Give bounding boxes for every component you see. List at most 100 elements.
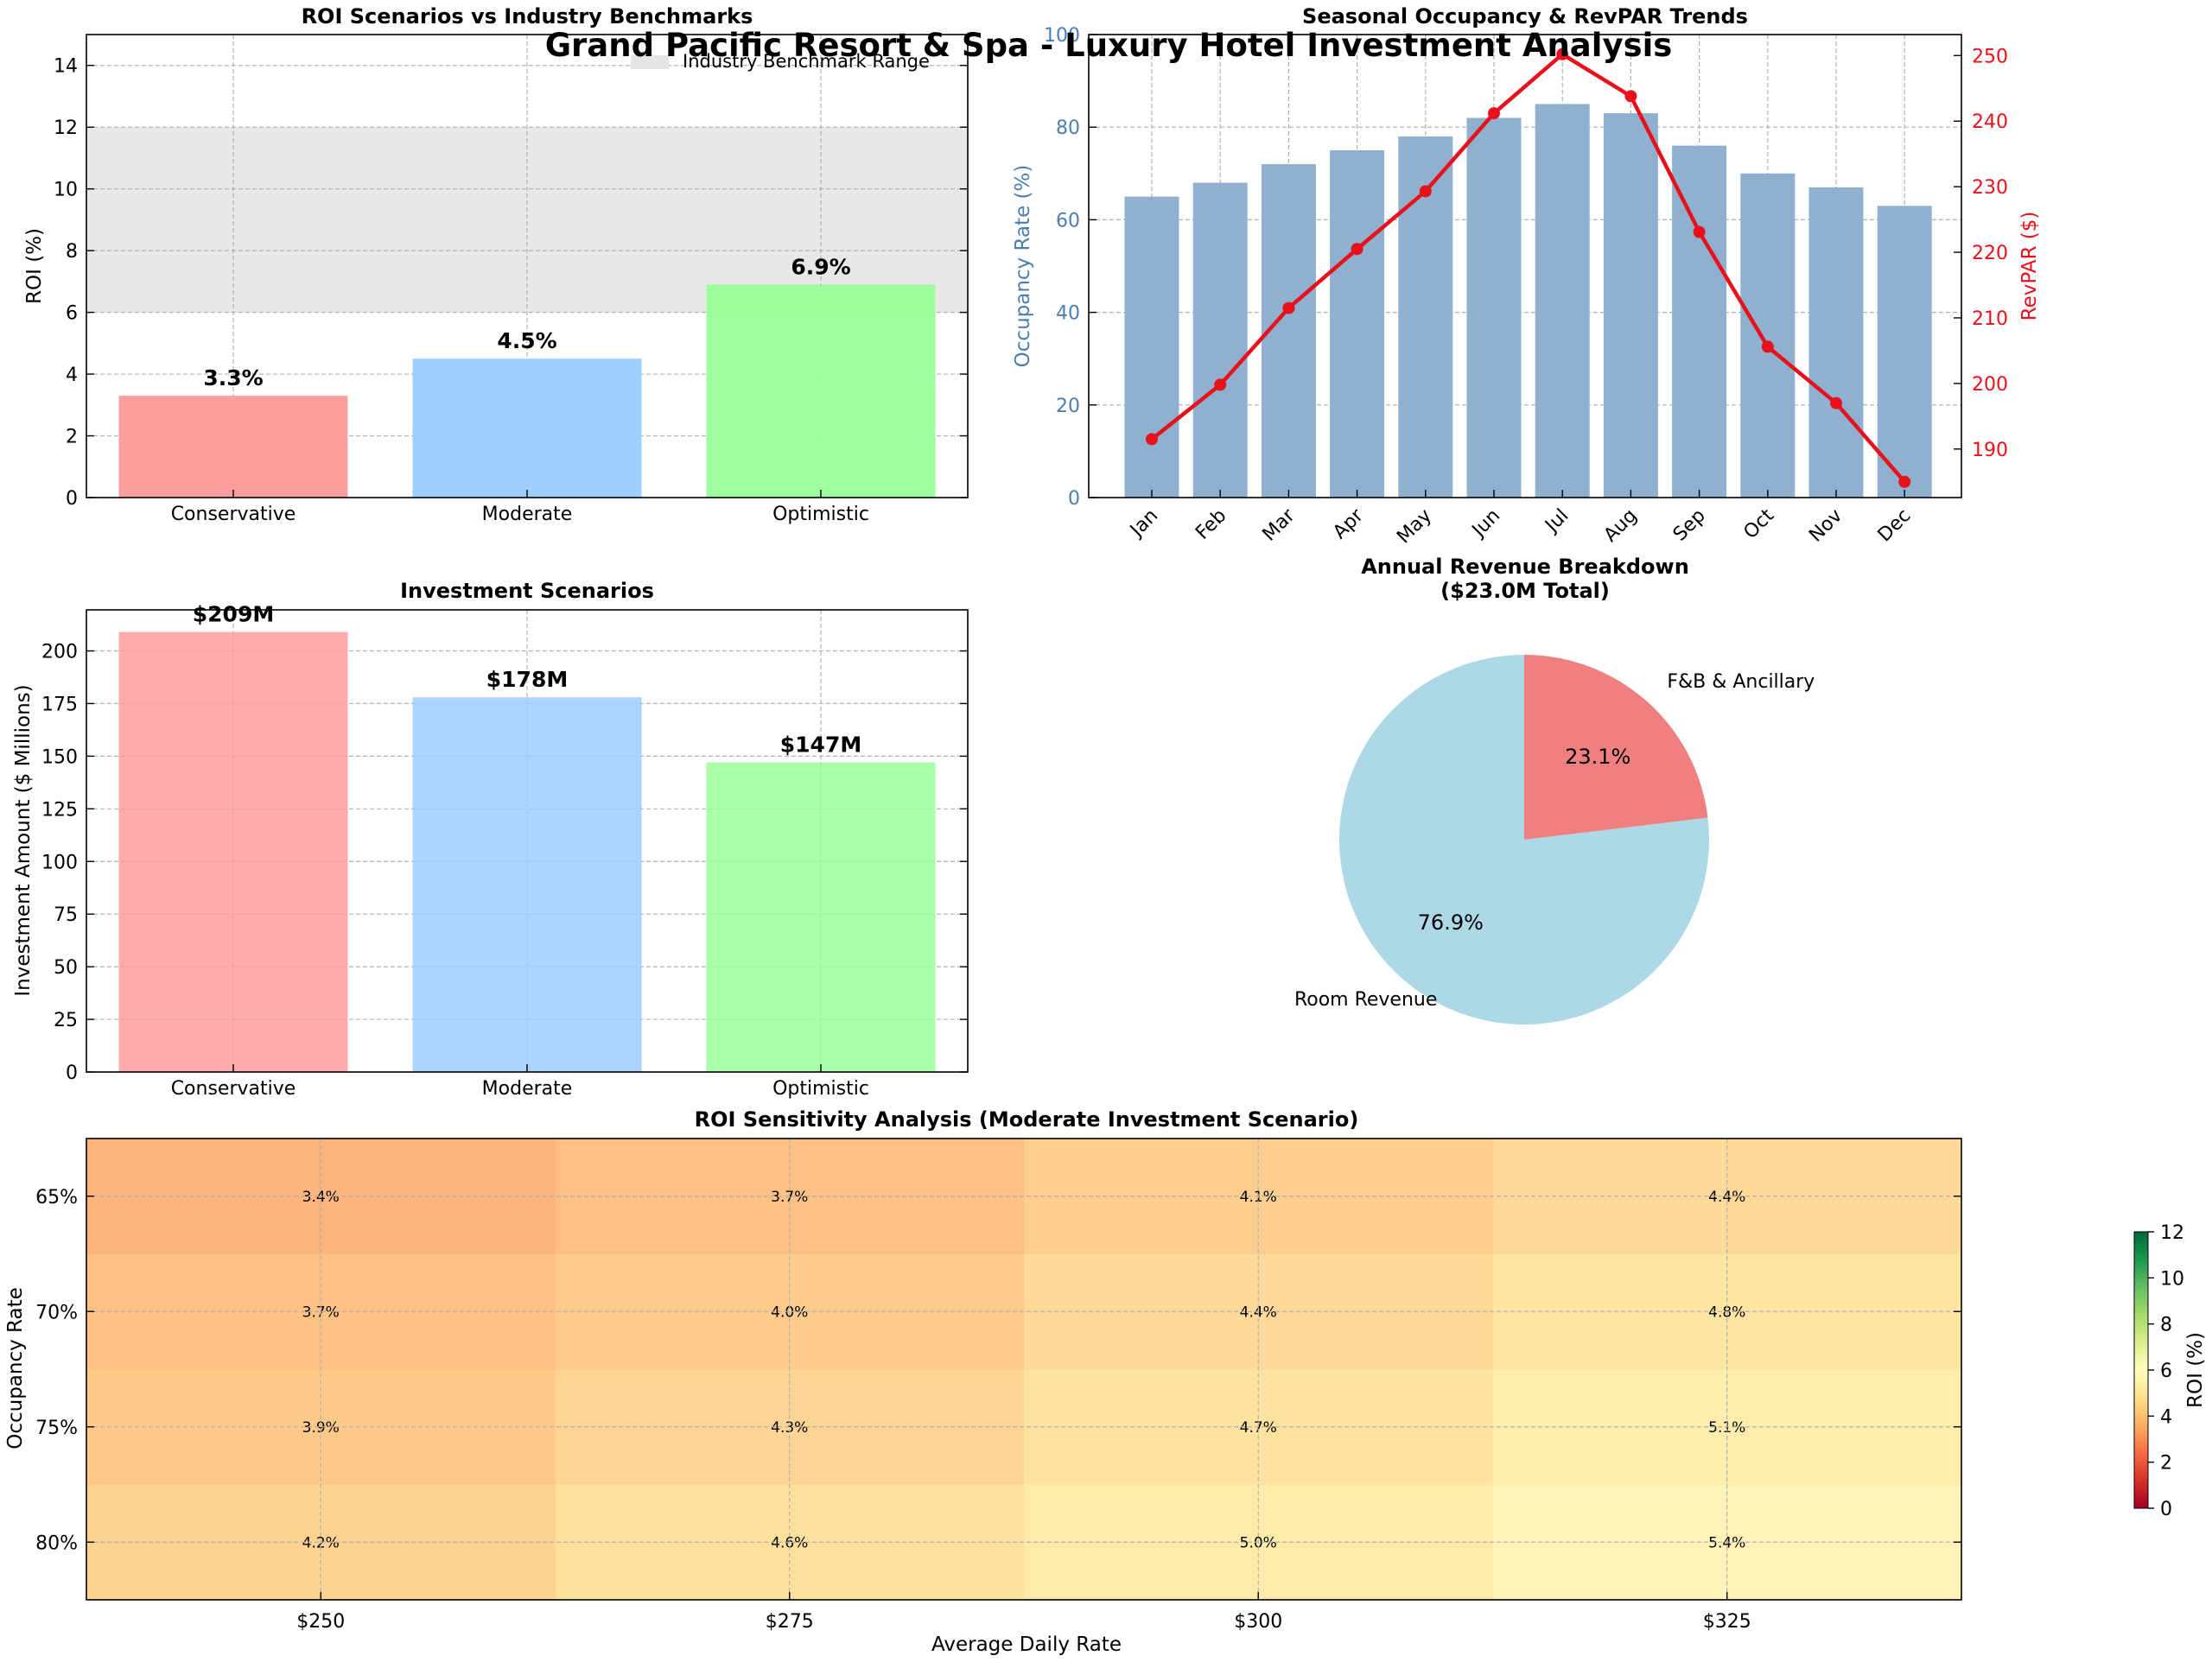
month-tick-label: Mar (1259, 504, 1300, 546)
month-tick-label: Jun (1467, 505, 1504, 542)
investment-bar-moderate (412, 697, 642, 1072)
pie-label-room-revenue: Room Revenue (1294, 989, 1437, 1011)
colorbar-label: ROI (%) (2184, 1332, 2207, 1408)
sensitivity-heatmap: 3.4% 3.7% 4.1% 4.4%3.7% 4.0% 4.4% 4.8%3.9% 4.3%… (4, 1107, 1962, 1656)
x-tick-label: Conservative (171, 1078, 296, 1100)
legend-label-benchmark: Industry Benchmark Range (683, 51, 930, 72)
investment-bars: $209M $178M $147M (118, 602, 936, 1072)
occupancy-bar-oct (1740, 173, 1796, 498)
roi-bar-value-label: 3.3% (203, 365, 263, 390)
revpar-tick-label: 250 (1972, 46, 2008, 67)
y-tick-label: 0 (66, 1063, 78, 1084)
y-tick-label: 150 (41, 746, 78, 768)
investment-y-axis-label: Investment Amount ($ Millions) (12, 684, 35, 996)
heatmap-axes: $250 $275 $300 $325 65% 70% 75% 80% (35, 1138, 1962, 1633)
revpar-point-jan (1146, 433, 1158, 446)
revpar-point-mar (1282, 301, 1295, 314)
revpar-point-jun (1488, 107, 1500, 120)
y-tick-label: 80% (35, 1532, 78, 1554)
revpar-point-may (1419, 185, 1432, 198)
revpar-tick-label: 240 (1972, 111, 2008, 133)
y-tick-label: 125 (41, 799, 78, 821)
occupancy-bar-aug (1603, 113, 1658, 498)
heatmap-title: ROI Sensitivity Analysis (Moderate Inves… (695, 1107, 1359, 1132)
x-tick-label: $325 (1703, 1611, 1751, 1633)
revpar-point-aug (1624, 90, 1637, 103)
revpar-point-dec (1898, 475, 1911, 488)
x-tick-label: Optimistic (772, 504, 869, 525)
revpar-tick-label: 200 (1972, 374, 2008, 396)
occupancy-bar-feb (1192, 182, 1248, 498)
month-tick-label: Nov (1805, 505, 1847, 547)
occupancy-tick-label: 80 (1056, 117, 1080, 139)
colorbar-ticks: 0 2 4 6 8 10 12 (2148, 1222, 2184, 1520)
month-tick-label: Oct (1739, 504, 1778, 543)
axis-frame (86, 609, 969, 1073)
occupancy-bars (1124, 104, 1932, 498)
occupancy-bar-apr (1330, 150, 1385, 498)
y-tick-label: 100 (41, 852, 78, 873)
roi-bar-value-label: 4.5% (497, 328, 556, 353)
colorbar-tick-label: 10 (2160, 1268, 2184, 1290)
pie-title-line2: ($23.0M Total) (1440, 579, 1610, 603)
colorbar-tick-label: 12 (2160, 1222, 2184, 1244)
occupancy-axis-label: Occupancy Rate (%) (1012, 165, 1034, 368)
y-tick-label: 4 (66, 365, 78, 386)
occupancy-tick-label: 100 (1044, 25, 1080, 47)
seasonal-chart: 0 20 40 60 80 100 190 200 210 220 230 240 250 Jan Feb M… (1012, 4, 2041, 548)
y-tick-label: 175 (41, 694, 78, 715)
roi-bar-conservative (118, 396, 348, 498)
revpar-tick-label: 210 (1972, 308, 2008, 330)
pie-slice-fnb-ancillary (1524, 655, 1708, 840)
month-tick-label: Sep (1669, 505, 1710, 546)
month-tick-label: Feb (1192, 505, 1230, 544)
revenue-pie-chart: Annual Revenue Breakdown ($23.0M Total) … (1294, 555, 1815, 1024)
roi-colorbar: 0 2 4 6 8 10 12 ROI (%) (2133, 1222, 2207, 1520)
pie-pct-fnb-ancillary: 23.1% (1565, 745, 1630, 769)
revpar-point-nov (1830, 396, 1842, 409)
investment-bar-conservative (118, 631, 348, 1072)
roi-y-axis-label: ROI (%) (23, 228, 46, 304)
occupancy-tick-label: 20 (1056, 396, 1080, 417)
y-tick-label: 14 (54, 56, 78, 78)
investment-bar-value-label: $209M (193, 602, 274, 627)
investment-bar-value-label: $178M (486, 667, 568, 692)
roi-axes: 0 2 4 6 8 10 12 14 Conservative Moderate Optimisti… (54, 34, 969, 525)
y-tick-label: 2 (66, 427, 78, 448)
occupancy-bar-nov (1808, 187, 1864, 498)
colorbar-tick-label: 2 (2160, 1453, 2172, 1475)
occupancy-bar-sep (1672, 145, 1727, 498)
investment-chart: $209M $178M $147M 0 25 50 75 100 125 150 175 200 Co… (12, 579, 969, 1100)
y-tick-label: 12 (54, 117, 78, 139)
occupancy-tick-label: 0 (1068, 488, 1080, 510)
investment-chart-title: Investment Scenarios (400, 579, 654, 603)
occupancy-bar-jan (1124, 196, 1179, 498)
roi-chart: 3.3% 4.5% 6.9% 0 2 4 6 8 10 12 14 Conservative Mode… (23, 4, 969, 525)
colorbar-tick-label: 6 (2160, 1361, 2172, 1382)
y-tick-label: 75 (54, 904, 78, 926)
seasonal-chart-title: Seasonal Occupancy & RevPAR Trends (1302, 4, 1748, 29)
month-tick-label: Dec (1874, 505, 1916, 547)
y-tick-label: 10 (54, 180, 78, 201)
roi-bar-optimistic (706, 284, 936, 498)
x-tick-label: $300 (1234, 1611, 1282, 1633)
month-tick-label: Apr (1329, 504, 1368, 543)
revpar-point-sep (1693, 225, 1706, 238)
occupancy-bar-jun (1466, 117, 1522, 498)
colorbar-tick-label: 4 (2160, 1406, 2172, 1428)
investment-axes: 0 25 50 75 100 125 150 175 200 Conservative Modera… (41, 609, 969, 1100)
pie-pct-room-revenue: 76.9% (1418, 910, 1484, 935)
axis-frame (1088, 34, 1962, 498)
heatmap-cells: 3.4% 3.7% 4.1% 4.4%3.7% 4.0% 4.4% 4.8%3.9% 4.3%… (86, 1139, 1962, 1601)
month-tick-label: Jul (1541, 505, 1573, 538)
colorbar-tick-label: 8 (2160, 1315, 2172, 1336)
x-tick-label: Optimistic (772, 1078, 869, 1100)
y-tick-label: 8 (66, 241, 78, 263)
revpar-point-jul (1556, 48, 1569, 60)
y-tick-label: 70% (35, 1302, 78, 1323)
month-tick-label: Aug (1600, 505, 1642, 547)
month-tick-label: Jan (1125, 505, 1162, 542)
revpar-tick-label: 220 (1972, 243, 2008, 264)
revpar-axis-label: RevPAR ($) (2018, 212, 2041, 321)
x-tick-label: Conservative (171, 504, 296, 525)
